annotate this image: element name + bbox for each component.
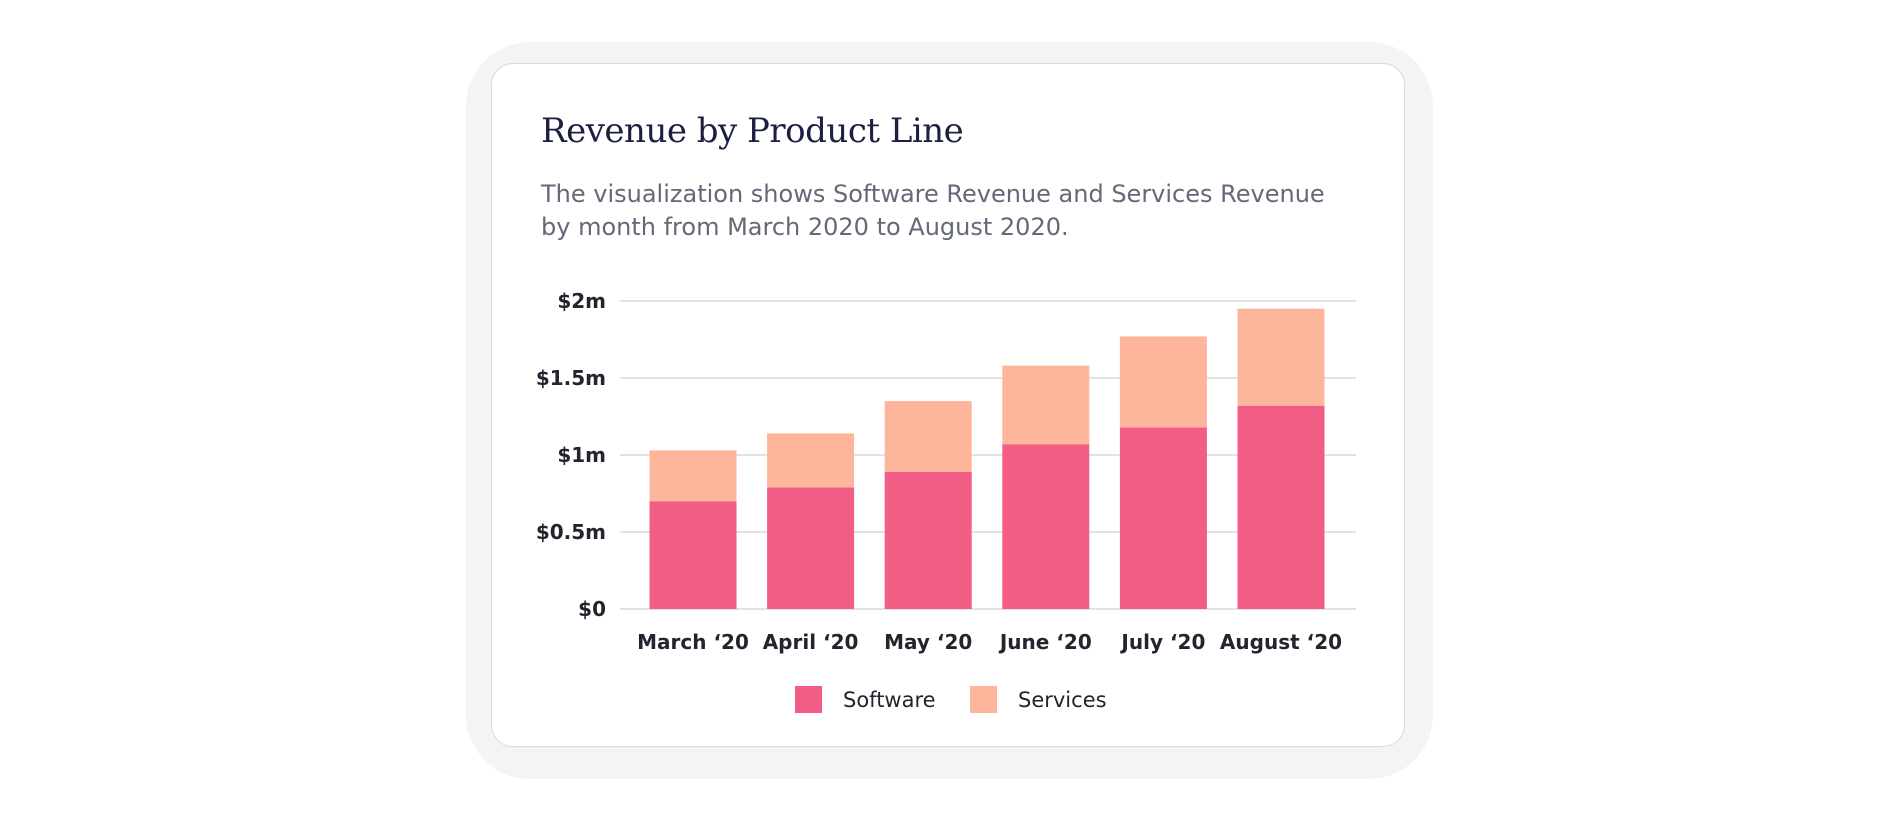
- y-tick-label: $0.5m: [536, 520, 606, 544]
- x-tick-label: May ‘20: [884, 630, 972, 654]
- bar-software: [649, 501, 737, 609]
- bar-services: [1002, 365, 1090, 445]
- x-tick-label: July ‘20: [1119, 630, 1205, 654]
- bar-services: [649, 450, 737, 502]
- y-tick-label: $1m: [557, 443, 606, 467]
- x-tick-label: April ‘20: [763, 630, 859, 654]
- chart-title: Revenue by Product Line: [541, 111, 964, 151]
- y-axis-ticks: $0 $0.5m $1m $1.5m $2m: [536, 289, 606, 621]
- bar-software: [1237, 405, 1325, 609]
- bar-software: [884, 471, 972, 609]
- x-axis-ticks: March ‘20 April ‘20 May ‘20 June ‘20 July ‘2…: [637, 630, 1342, 654]
- x-tick-label: August ‘20: [1220, 630, 1342, 654]
- bar-software: [1002, 444, 1090, 609]
- bar-software: [767, 487, 855, 609]
- y-tick-label: $1.5m: [536, 366, 606, 390]
- bar-services: [1119, 336, 1207, 428]
- chart-subtitle: The visualization shows Software Revenue…: [541, 180, 1325, 241]
- y-tick-label: $2m: [557, 289, 606, 313]
- y-tick-label: $0: [578, 597, 606, 621]
- bar-services: [884, 401, 972, 472]
- x-tick-label: March ‘20: [637, 630, 749, 654]
- gridlines: [620, 300, 1356, 610]
- bar-services: [1237, 308, 1325, 406]
- bars: [649, 308, 1325, 609]
- x-tick-label: June ‘20: [998, 630, 1092, 654]
- bar-software: [1119, 427, 1207, 609]
- bar-services: [767, 433, 855, 488]
